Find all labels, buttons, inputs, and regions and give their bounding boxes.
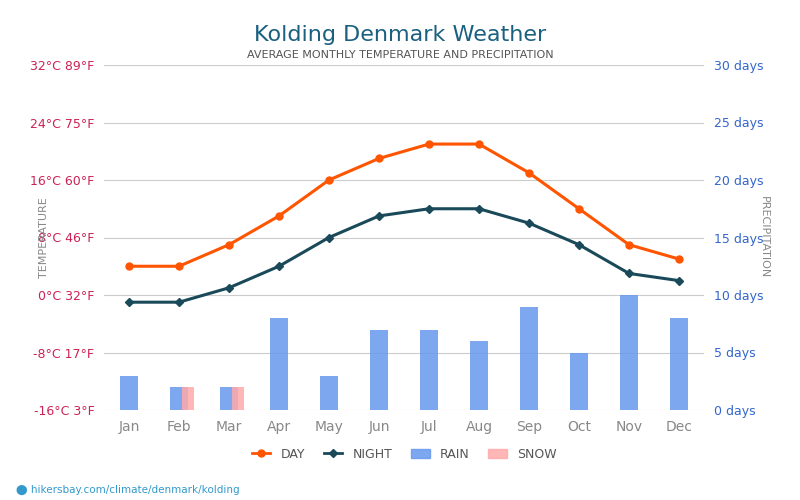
Text: Kolding Denmark Weather: Kolding Denmark Weather	[254, 25, 546, 45]
Text: AVERAGE MONTHLY TEMPERATURE AND PRECIPITATION: AVERAGE MONTHLY TEMPERATURE AND PRECIPIT…	[246, 50, 554, 60]
Bar	[520, 306, 538, 410]
Bar	[620, 295, 638, 410]
Bar	[470, 341, 488, 410]
Bar	[232, 387, 244, 410]
Text: ⬤ hikersbay.com/climate/denmark/kolding: ⬤ hikersbay.com/climate/denmark/kolding	[16, 485, 240, 495]
Text: PRECIPITATION: PRECIPITATION	[759, 196, 769, 278]
Legend: DAY, NIGHT, RAIN, SNOW: DAY, NIGHT, RAIN, SNOW	[246, 443, 562, 466]
Bar	[182, 387, 194, 410]
Bar	[120, 376, 138, 410]
Bar	[170, 387, 188, 410]
Bar	[270, 318, 288, 410]
Bar	[370, 330, 388, 410]
Bar	[670, 318, 688, 410]
Text: TEMPERATURE: TEMPERATURE	[39, 197, 49, 278]
Bar	[570, 352, 588, 410]
Bar	[220, 387, 238, 410]
Bar	[420, 330, 438, 410]
Bar	[320, 376, 338, 410]
